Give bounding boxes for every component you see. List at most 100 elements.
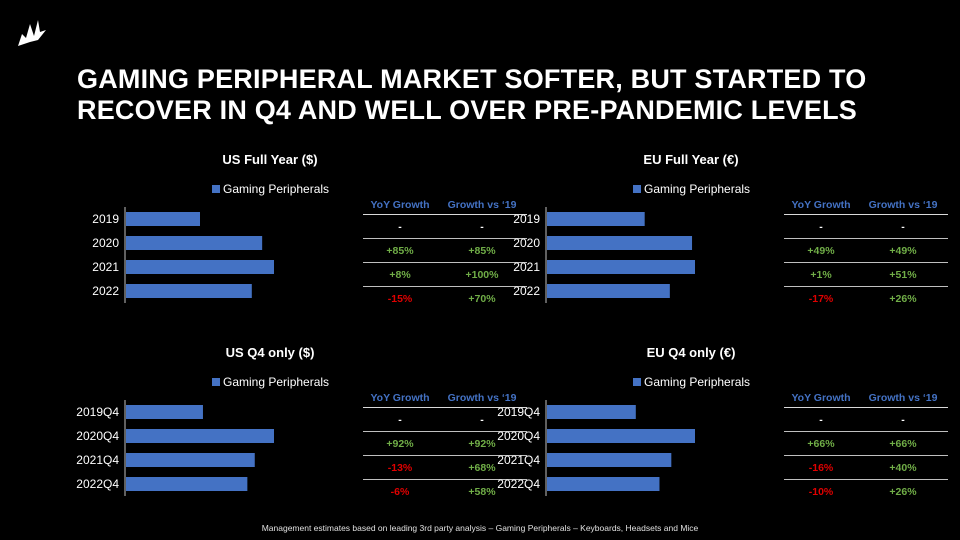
bar bbox=[126, 477, 248, 491]
yoy-value: +49% bbox=[807, 244, 835, 257]
vs19-header: Growth vs ‘19 bbox=[447, 199, 517, 211]
chart-title: US Full Year ($) bbox=[222, 152, 318, 167]
category-tick-label: 2020 bbox=[92, 236, 119, 250]
chart-panel-eu-q4: EU Q4 only (€) Gaming Peripherals 2019Q4 20… bbox=[497, 345, 948, 505]
bar bbox=[126, 260, 274, 274]
table-row: -6% +58% bbox=[363, 479, 527, 503]
table-row: -15% +70% bbox=[363, 286, 527, 310]
yoy-header: YoY Growth bbox=[791, 199, 851, 211]
category-tick-label: 2021Q4 bbox=[497, 453, 540, 467]
category-tick-label: 2019 bbox=[513, 212, 540, 226]
category-tick-label: 2019Q4 bbox=[497, 405, 540, 419]
growth-table: YoY Growth Growth vs ‘19- - +49% +49% +1% +51%… bbox=[784, 196, 948, 310]
vs19-value: +100% bbox=[465, 268, 499, 281]
vs19-value: +26% bbox=[889, 485, 917, 498]
legend: Gaming Peripherals bbox=[633, 182, 750, 196]
table-row: +85% +85% bbox=[363, 238, 527, 262]
table-row: -- bbox=[784, 214, 948, 238]
category-tick-label: 2021 bbox=[513, 260, 540, 274]
bar bbox=[126, 453, 255, 467]
bar bbox=[547, 477, 660, 491]
vs19-value: +85% bbox=[468, 244, 496, 257]
table-row: +49% +49% bbox=[784, 238, 948, 262]
yoy-header: YoY Growth bbox=[791, 392, 851, 404]
category-tick-label: 2021Q4 bbox=[76, 453, 119, 467]
chart-panel-eu-full-year: EU Full Year (€) Gaming Peripherals 2019 20… bbox=[513, 152, 948, 312]
bar bbox=[547, 453, 672, 467]
bar-chart: 2019Q4 2020Q4 2021Q4 2022Q4 bbox=[497, 400, 695, 496]
chart-title: EU Q4 only (€) bbox=[646, 345, 736, 360]
vs19-value: +66% bbox=[889, 437, 917, 450]
yoy-value: +8% bbox=[389, 268, 411, 281]
category-tick-label: 2021 bbox=[92, 260, 119, 274]
yoy-value: - bbox=[398, 413, 402, 426]
bar-chart: 2019 2020 2021 2022 bbox=[92, 207, 274, 303]
table-header: YoY Growth Growth vs ‘19 bbox=[784, 389, 948, 407]
vs19-value: - bbox=[901, 413, 905, 426]
table-row: -17% +26% bbox=[784, 286, 948, 310]
legend-swatch bbox=[212, 378, 220, 386]
growth-table: YoY Growth Growth vs ‘19 - - +66% +66% -16% +40… bbox=[784, 389, 948, 503]
vs19-header: Growth vs ‘19 bbox=[447, 392, 517, 404]
bar bbox=[126, 212, 200, 226]
yoy-value: -6% bbox=[390, 485, 410, 498]
category-tick-label: 2022Q4 bbox=[76, 477, 119, 491]
vs19-value: - bbox=[480, 220, 484, 233]
table-row: -10% +26% bbox=[784, 479, 948, 503]
table-header: YoY Growth Growth vs ‘19 bbox=[363, 196, 527, 214]
chart-panel-us-q4: US Q4 only ($) Gaming Peripherals 2019Q4 20… bbox=[76, 345, 527, 505]
table-row: -- bbox=[363, 214, 527, 238]
legend: Gaming Peripherals bbox=[212, 375, 329, 389]
vs19-value: - bbox=[901, 220, 905, 233]
category-tick-label: 2022Q4 bbox=[497, 477, 540, 491]
table-row: +92% +92% bbox=[363, 431, 527, 455]
yoy-value: +1% bbox=[810, 268, 832, 281]
bar bbox=[547, 405, 636, 419]
table-header: YoY Growth Growth vs ‘19 bbox=[363, 389, 527, 407]
yoy-value: -13% bbox=[387, 461, 413, 474]
vs19-value: +58% bbox=[468, 485, 496, 498]
legend-label: Gaming Peripherals bbox=[644, 375, 751, 389]
table-row: -- bbox=[784, 407, 948, 431]
vs19-value: +51% bbox=[889, 268, 917, 281]
yoy-value: +66% bbox=[807, 437, 835, 450]
yoy-value: +92% bbox=[386, 437, 414, 450]
table-header: YoY Growth Growth vs ‘19 bbox=[784, 196, 948, 214]
legend: Gaming Peripherals bbox=[633, 375, 750, 389]
legend-swatch bbox=[633, 378, 641, 386]
category-tick-label: 2022 bbox=[92, 284, 119, 298]
bar bbox=[126, 405, 203, 419]
yoy-header: YoY Growth bbox=[370, 199, 430, 211]
legend-label: Gaming Peripherals bbox=[644, 182, 751, 196]
vs19-value: +49% bbox=[889, 244, 917, 257]
vs19-value: +70% bbox=[468, 292, 496, 305]
legend-label: Gaming Peripherals bbox=[223, 182, 330, 196]
growth-table: YoY Growth Growth vs ‘19- - +92% +92% -13% +68… bbox=[363, 389, 527, 503]
vs19-value: +68% bbox=[468, 461, 496, 474]
yoy-value: +85% bbox=[386, 244, 414, 257]
chart-title: US Q4 only ($) bbox=[225, 345, 315, 360]
bar bbox=[126, 284, 252, 298]
chart-panel-us-full-year: US Full Year ($) Gaming Peripherals 2019 20… bbox=[92, 152, 527, 312]
sail-logo-icon bbox=[18, 20, 46, 46]
chart-title: EU Full Year (€) bbox=[643, 152, 739, 167]
category-tick-label: 2022 bbox=[513, 284, 540, 298]
vs19-header: Growth vs ‘19 bbox=[868, 199, 938, 211]
legend-swatch bbox=[212, 185, 220, 193]
table-row: +66% +66% bbox=[784, 431, 948, 455]
table-row: +8% +100% bbox=[363, 262, 527, 286]
page-title: GAMING PERIPHERAL MARKET SOFTER, BUT STA… bbox=[77, 64, 867, 125]
category-tick-label: 2020Q4 bbox=[76, 429, 119, 443]
legend: Gaming Peripherals bbox=[212, 182, 329, 196]
legend-swatch bbox=[633, 185, 641, 193]
bar-chart: 2019 2020 2021 2022 bbox=[513, 207, 695, 303]
yoy-value: -15% bbox=[387, 292, 413, 305]
bar bbox=[126, 429, 274, 443]
vs19-header: Growth vs ‘19 bbox=[868, 392, 938, 404]
footnote: Management estimates based on leading 3r… bbox=[261, 523, 699, 533]
bar bbox=[547, 429, 695, 443]
yoy-value: - bbox=[819, 220, 823, 233]
bar bbox=[126, 236, 263, 250]
category-tick-label: 2019 bbox=[92, 212, 119, 226]
table-row: -16% +40% bbox=[784, 455, 948, 479]
